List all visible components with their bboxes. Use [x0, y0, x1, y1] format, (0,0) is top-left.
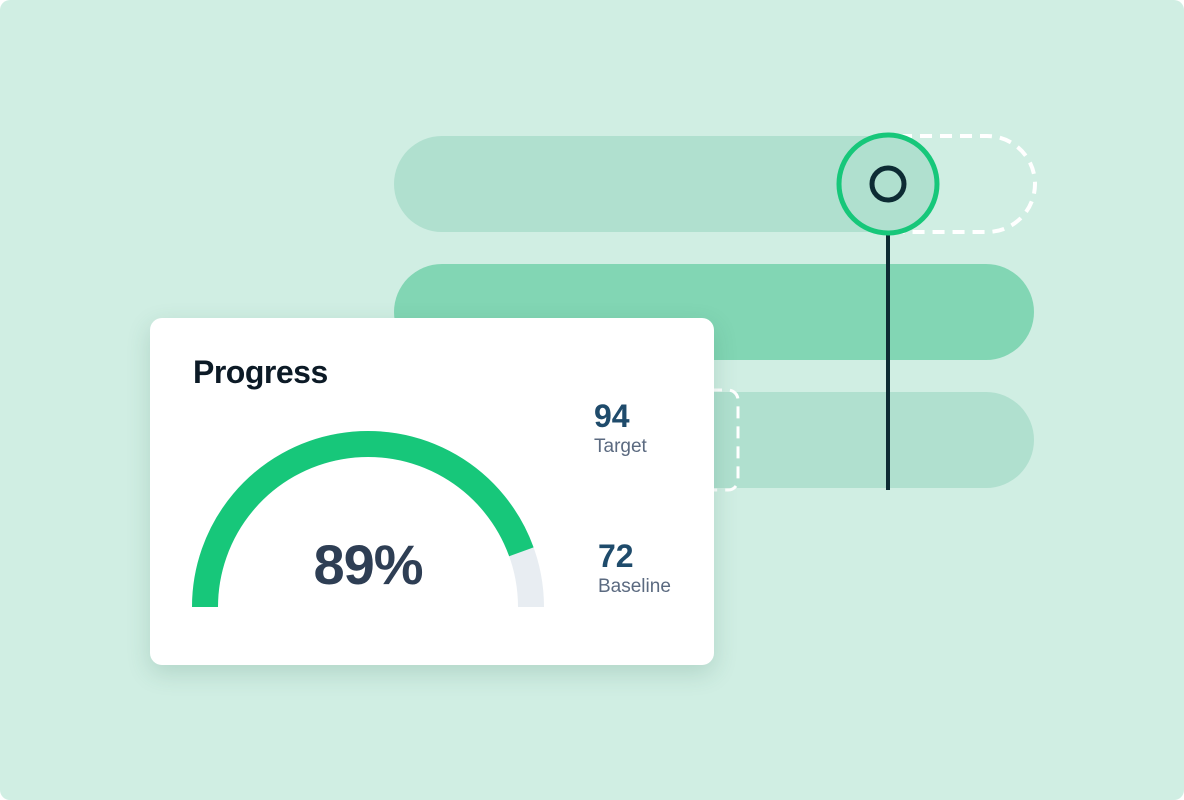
ring-handle-icon: [869, 165, 907, 203]
dashed-outline-top: [900, 134, 1038, 234]
bar-top: [394, 136, 934, 232]
gauge: [192, 431, 544, 608]
stat-label: Target: [594, 436, 647, 457]
card-title: Progress: [193, 354, 328, 390]
gauge-fill: [192, 431, 534, 608]
stat-label: Baseline: [598, 576, 671, 597]
stat-value: 72: [598, 538, 634, 574]
progress-card: Progress 89% 94 Target 72 Baseline: [150, 318, 714, 665]
stat-baseline: 72 Baseline: [598, 538, 671, 598]
stat-target: 94 Target: [594, 398, 647, 458]
stat-value: 94: [594, 398, 630, 434]
slider-handle[interactable]: [836, 132, 940, 236]
